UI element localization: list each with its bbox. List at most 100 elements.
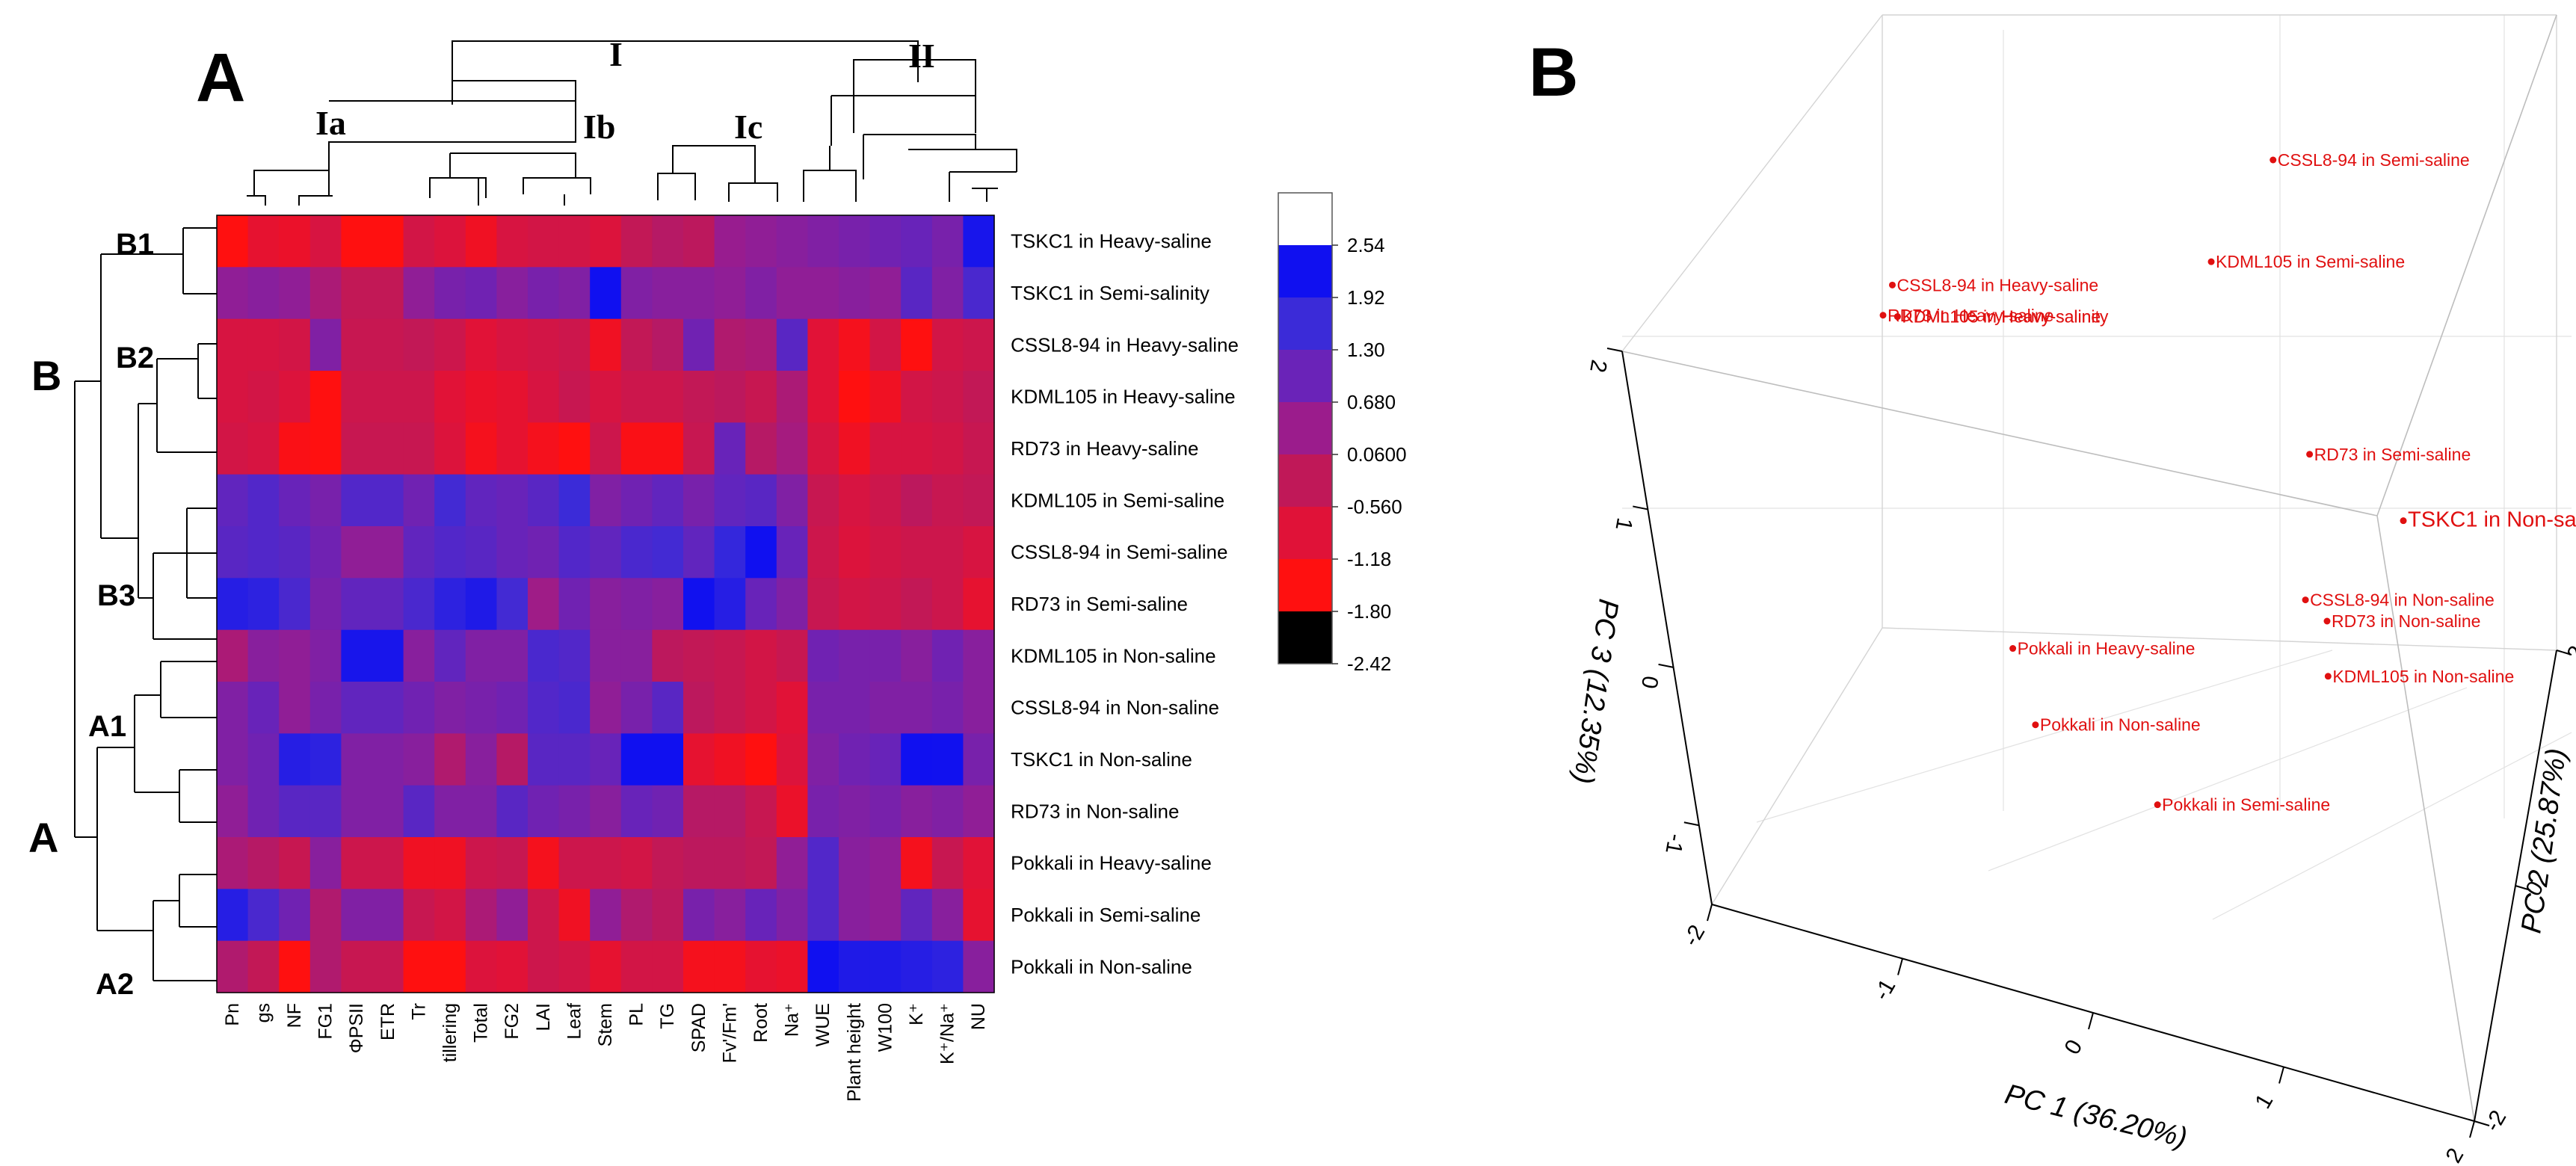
heatmap-cell: [372, 682, 404, 734]
heatmap-cell: [776, 526, 808, 579]
heatmap-cell: [403, 889, 435, 942]
heatmap-cell: [528, 733, 560, 786]
heatmap-cell: [434, 682, 466, 734]
heatmap-cell: [465, 526, 497, 579]
heatmap-cell: [901, 371, 933, 423]
heatmap-cell: [465, 629, 497, 682]
heatmap-cell: [590, 422, 622, 475]
heatmap-cell: [714, 318, 746, 371]
heatmap-cell: [247, 371, 280, 423]
heatmap-cell: [620, 267, 653, 320]
heatmap-row-label: TSKC1 in Non-saline: [1011, 748, 1192, 771]
cluster-label-I: I: [609, 35, 623, 73]
heatmap-cell: [558, 837, 591, 889]
heatmap-cell: [403, 371, 435, 423]
heatmap-row-label: RD73 in Non-saline: [1011, 800, 1179, 822]
heatmap-cell: [931, 733, 964, 786]
heatmap-cell: [403, 318, 435, 371]
heatmap-cell: [279, 215, 311, 268]
heatmap-cell: [403, 474, 435, 527]
heatmap-cell: [496, 940, 529, 993]
heatmap-cell: [620, 526, 653, 579]
heatmap-cell: [434, 474, 466, 527]
pc3-tick-label: 0: [1636, 674, 1663, 691]
heatmap-cell: [496, 629, 529, 682]
heatmap-cell: [309, 940, 342, 993]
legend-swatch: [1278, 402, 1332, 454]
heatmap-cell: [558, 629, 591, 682]
heatmap-cell: [558, 267, 591, 320]
legend-tick-label: 0.680: [1347, 391, 1396, 413]
heatmap-cell: [558, 422, 591, 475]
row-group-A1: A1: [88, 710, 126, 743]
heatmap-cell: [839, 422, 871, 475]
pca-point-label: RD73 in Semi-saline: [2314, 445, 2471, 464]
heatmap-cell: [341, 940, 373, 993]
heatmap-cell: [434, 785, 466, 838]
heatmap-cells: [216, 215, 995, 993]
heatmap-cell: [963, 682, 995, 734]
heatmap-cell: [839, 318, 871, 371]
pca-point: [2154, 801, 2161, 809]
heatmap-cell: [309, 733, 342, 786]
heatmap-cell: [403, 682, 435, 734]
heatmap-column-label: SPAD: [688, 1003, 709, 1052]
heatmap-cell: [217, 422, 249, 475]
heatmap-cell: [434, 422, 466, 475]
heatmap-cell: [496, 526, 529, 579]
heatmap-cell: [776, 785, 808, 838]
pca-point-label: KDML105 in Heavy-salinity: [1902, 307, 2109, 327]
heatmap-cell: [901, 682, 933, 734]
heatmap-cell: [217, 837, 249, 889]
heatmap-cell: [341, 889, 373, 942]
heatmap-cell: [807, 940, 839, 993]
heatmap-cell: [528, 422, 560, 475]
heatmap-cell: [620, 889, 653, 942]
row-group-B3: B3: [97, 579, 135, 612]
heatmap-cell: [901, 215, 933, 268]
heatmap-column-label: Stem: [595, 1003, 616, 1046]
heatmap-cell: [496, 578, 529, 631]
heatmap-cell: [745, 371, 777, 423]
heatmap-cell: [309, 215, 342, 268]
heatmap-cell: [434, 371, 466, 423]
heatmap-cell: [590, 526, 622, 579]
heatmap-cell: [590, 785, 622, 838]
heatmap-cell: [309, 889, 342, 942]
heatmap-cell: [528, 578, 560, 631]
legend-tick-label: 2.54: [1347, 234, 1385, 256]
heatmap-cell: [931, 318, 964, 371]
heatmap-cell: [465, 578, 497, 631]
heatmap-cell: [372, 578, 404, 631]
heatmap-cell: [309, 837, 342, 889]
heatmap-cell: [372, 215, 404, 268]
heatmap-cell: [558, 889, 591, 942]
heatmap-cell: [931, 682, 964, 734]
heatmap-column-label: FG1: [315, 1003, 336, 1040]
pca-point: [2032, 721, 2039, 729]
pca-point-label: Pokkali in Semi-saline: [2162, 795, 2330, 815]
heatmap-cell: [839, 629, 871, 682]
heatmap-cell: [745, 940, 777, 993]
heatmap-cell: [403, 733, 435, 786]
heatmap-cell: [247, 267, 280, 320]
heatmap-cell: [869, 215, 902, 268]
heatmap-cell: [776, 837, 808, 889]
heatmap-cell: [496, 837, 529, 889]
heatmap-column-label: K⁺/Na⁺: [937, 1003, 958, 1064]
heatmap-cell: [434, 629, 466, 682]
heatmap-cell: [714, 422, 746, 475]
heatmap-cell: [558, 940, 591, 993]
heatmap-column-label: Fv'/Fm': [719, 1003, 740, 1063]
pca-point-label: RD73 in Heavy-saline: [1888, 306, 2053, 325]
pca-point-label: CSSL8-94 in Heavy-saline: [1896, 275, 2098, 294]
heatmap-cell: [714, 371, 746, 423]
heatmap-cell: [590, 371, 622, 423]
heatmap-cell: [247, 940, 280, 993]
heatmap-cell: [869, 526, 902, 579]
pc3-tick-label: 1: [1610, 516, 1636, 532]
heatmap-cell: [309, 578, 342, 631]
heatmap-column-label: NU: [968, 1003, 989, 1030]
heatmap-cell: [309, 267, 342, 320]
